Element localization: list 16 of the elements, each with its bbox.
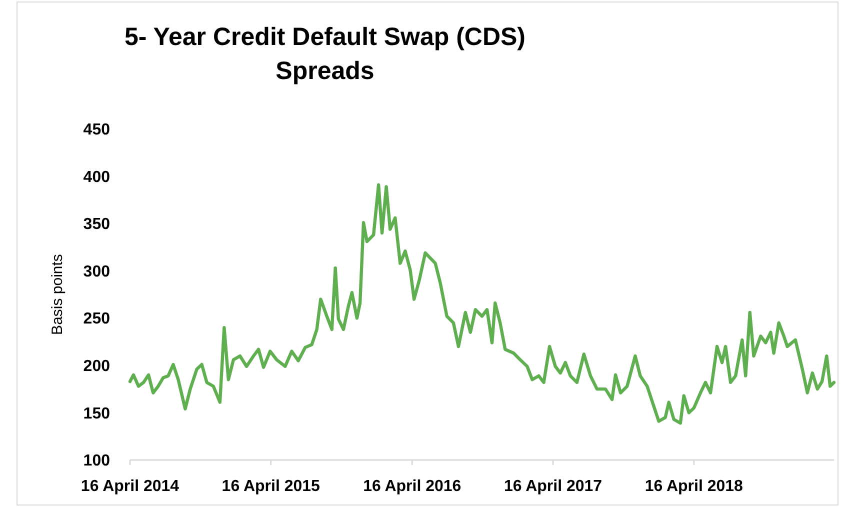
y-tick-label: 250 bbox=[83, 310, 110, 328]
x-tick-label: 16 April 2015 bbox=[222, 478, 320, 495]
y-tick-label: 350 bbox=[83, 216, 110, 234]
y-tick-label: 100 bbox=[83, 452, 110, 470]
y-tick-label: 450 bbox=[83, 122, 110, 139]
x-tick-label: 16 April 2018 bbox=[644, 478, 744, 495]
y-tick-label: 400 bbox=[83, 168, 110, 186]
y-tick-label: 200 bbox=[83, 358, 110, 376]
y-axis-title: Basis points bbox=[49, 254, 66, 335]
x-tick-label: 16 April 2017 bbox=[504, 478, 602, 495]
x-tick-label: 16 April 2016 bbox=[363, 478, 462, 495]
y-tick-label: 300 bbox=[83, 263, 110, 280]
chart-title: 5- Year Credit Default Swap (CDS) Spreads bbox=[124, 23, 526, 85]
line-series bbox=[128, 183, 836, 425]
x-tick-label: 16 April 2014 bbox=[80, 478, 180, 495]
y-tick-label: 150 bbox=[83, 405, 110, 422]
